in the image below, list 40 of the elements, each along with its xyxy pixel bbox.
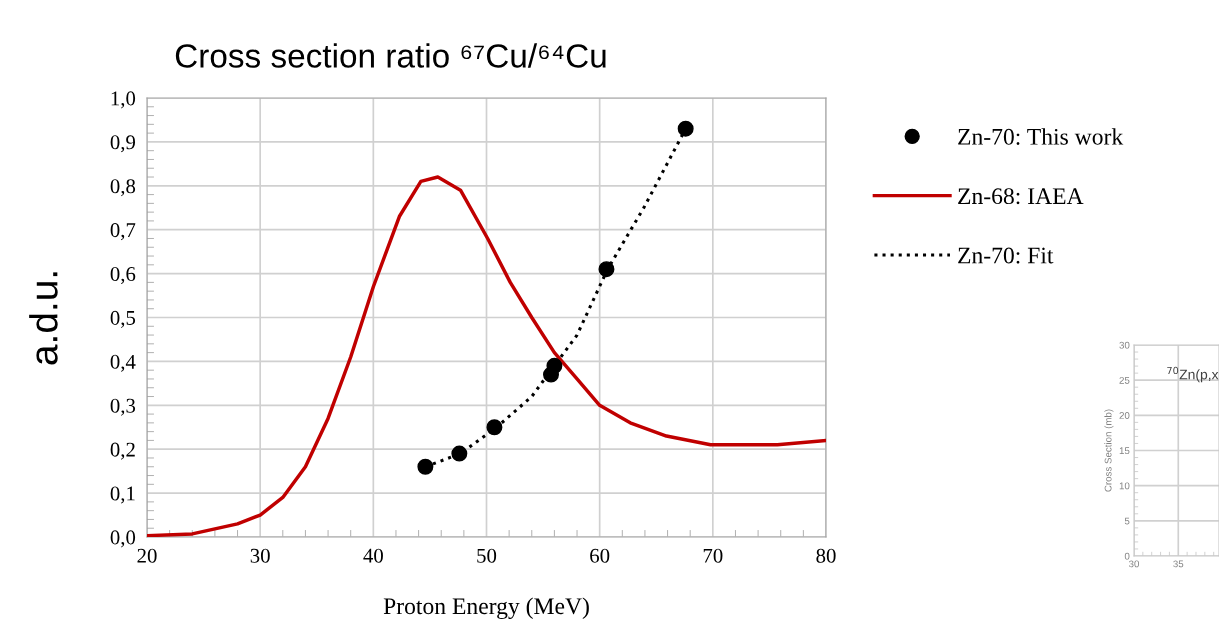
- y-tick-label: 15: [1119, 447, 1130, 455]
- x-tick-label: 80: [816, 548, 836, 563]
- y-tick-label: 0,8: [110, 179, 136, 197]
- y-axis-title: Cross Section (mb): [1104, 409, 1114, 492]
- x-tick-label: 70: [703, 548, 723, 563]
- y-tick-label: 20: [1119, 412, 1130, 419]
- y-tick-label: 5: [1124, 517, 1130, 525]
- y-tick-label: 10: [1119, 482, 1130, 490]
- x-tick-label: 50: [477, 548, 497, 563]
- legend-label: Zn-68: IAEA: [958, 188, 1084, 205]
- chart-title: Cross section ratio ⁶⁷Cu/⁶⁴Cu: [175, 43, 606, 68]
- y-axis-title: a.d.u.: [29, 272, 58, 365]
- point: [451, 445, 468, 462]
- x-tick-label: 60: [590, 548, 610, 563]
- x-tick-label: 20: [137, 548, 157, 563]
- x-tick-label: 30: [250, 548, 270, 563]
- x-axis-title: Proton Energy (MeV): [383, 597, 589, 620]
- legend-label: Zn-70: Fit: [958, 247, 1054, 264]
- point: [598, 261, 615, 278]
- y-tick-label: 0,7: [110, 223, 136, 241]
- y-tick-label: 0,2: [110, 442, 135, 460]
- y-tick-label: 0,0: [110, 530, 136, 548]
- y-tick-label: 30: [1119, 341, 1130, 349]
- legend-label: Zn-70: This work: [958, 128, 1124, 145]
- text: $^{70}$Zn(p,x: [1167, 366, 1219, 383]
- y-tick-label: 0,4: [110, 354, 136, 372]
- y-tick-label: 25: [1119, 376, 1130, 384]
- y-tick-label: 0,5: [110, 310, 136, 328]
- point: [546, 357, 563, 374]
- y-tick-label: 0,1: [110, 486, 135, 504]
- x-tick-label: 40: [363, 548, 383, 563]
- y-tick-label: 0: [1124, 552, 1130, 560]
- y-tick-label: 0,6: [110, 266, 136, 285]
- y-tick-label: 0,9: [110, 135, 136, 153]
- y-tick-label: 1,0: [111, 91, 136, 109]
- point: [417, 458, 434, 475]
- y-tick-label: 0,3: [110, 398, 136, 416]
- x-tick-label: 35: [1173, 560, 1184, 568]
- point: [677, 120, 694, 137]
- point: [486, 419, 503, 436]
